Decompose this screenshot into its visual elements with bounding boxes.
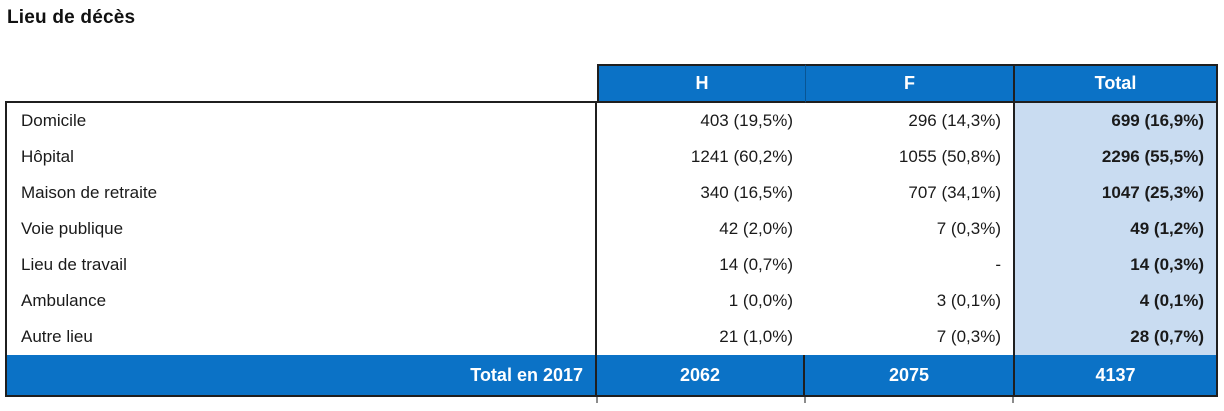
cell-f: 7 (0,3%) [936,219,1001,238]
grid-tick [804,397,806,403]
cell-h: 14 (0,7%) [719,255,793,274]
row-label: Maison de retraite [5,175,597,211]
cell-total: 4 (0,1%) [1013,283,1218,319]
row-label: Ambulance [5,283,597,319]
row-label: Lieu de travail [5,247,597,283]
cell-h: 403 (19,5%) [700,111,793,130]
cell-f: 1055 (50,8%) [898,147,1001,166]
cell-total: 699 (16,9%) [1013,103,1218,139]
grid-tick [1012,397,1014,403]
cell-total: 14 (0,3%) [1013,247,1218,283]
footer-grand-total: 4137 [1013,355,1218,397]
cell-total: 28 (0,7%) [1013,319,1218,355]
cell-total: 49 (1,2%) [1013,211,1218,247]
header-cell-f: F [805,64,1013,103]
grid-tick [596,397,598,403]
cell-total: 2296 (55,5%) [1013,139,1218,175]
cell-h: 340 (16,5%) [700,183,793,202]
row-label: Domicile [5,103,597,139]
cell-f: 3 (0,1%) [936,291,1001,310]
cell-h: 1241 (60,2%) [690,147,793,166]
cell-f: 707 (34,1%) [908,183,1001,202]
cell-h: 1 (0,0%) [728,291,793,310]
header-cell-total: Total [1013,64,1218,103]
cell-h: 21 (1,0%) [719,327,793,346]
lieu-de-deces-table: H F Total Domicile 403 (19,5%) 296 (14,3… [5,64,1218,397]
footer-label: Total en 2017 [5,355,597,397]
cell-f: 296 (14,3%) [908,111,1001,130]
cell-f: - [995,255,1001,274]
cell-total: 1047 (25,3%) [1013,175,1218,211]
row-label: Autre lieu [5,319,597,355]
cell-f: 7 (0,3%) [936,327,1001,346]
cell-h: 42 (2,0%) [719,219,793,238]
footer-total-f: 2075 [805,355,1013,397]
footer-total-h: 2062 [597,355,805,397]
header-cell-h: H [597,64,805,103]
row-label: Hôpital [5,139,597,175]
row-label: Voie publique [5,211,597,247]
page-title: Lieu de décès [7,7,136,28]
header-cell-blank [5,64,597,103]
